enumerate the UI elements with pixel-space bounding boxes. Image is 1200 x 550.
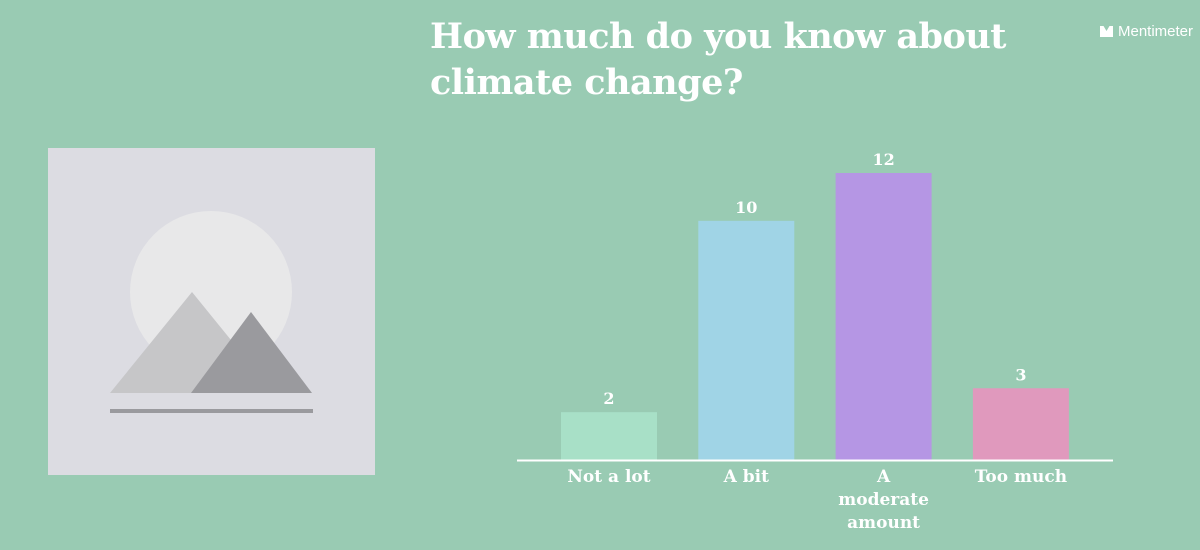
bar-1: [698, 220, 795, 460]
mentimeter-logo: Mentimeter: [1099, 21, 1193, 41]
category-label-1: A bit: [723, 467, 769, 487]
image-placeholder: [48, 148, 375, 475]
value-label-1: 10: [735, 198, 757, 217]
value-label-3: 3: [1015, 365, 1026, 384]
brand-name: Mentimeter: [1118, 22, 1194, 40]
question-title: How much do you know about climate chang…: [430, 16, 1006, 103]
value-label-0: 2: [603, 389, 614, 408]
bar-3: [972, 388, 1069, 460]
image-placeholder-icon: [48, 148, 375, 475]
category-label-3: Too much: [975, 467, 1067, 487]
category-label-0: Not a lot: [567, 467, 650, 487]
bar-2: [835, 173, 932, 460]
mentimeter-icon: [1100, 26, 1113, 37]
bar-0: [561, 412, 657, 460]
value-label-2: 12: [872, 150, 894, 169]
